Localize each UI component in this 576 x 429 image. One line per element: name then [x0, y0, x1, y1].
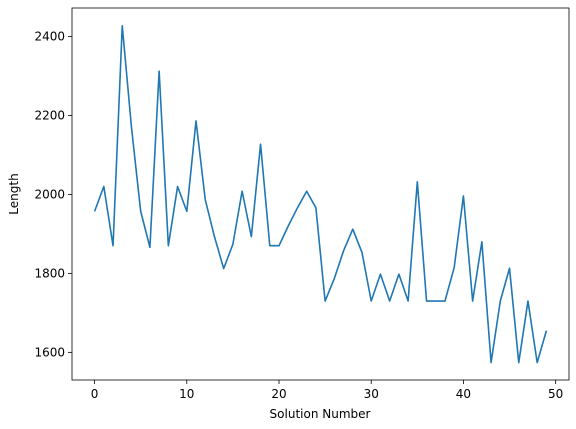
x-tick-label: 50: [548, 387, 563, 401]
x-tick-label: 40: [456, 387, 471, 401]
x-axis-title: Solution Number: [270, 407, 371, 421]
plot-area: [93, 24, 548, 364]
y-tick-label: 2400: [34, 29, 65, 43]
x-tick-label: 20: [271, 387, 286, 401]
y-axis-title: Length: [7, 173, 21, 214]
series-line-0: [93, 24, 548, 364]
plot-frame: [71, 7, 570, 381]
x-tick-label: 30: [364, 387, 379, 401]
y-tick-label: 2000: [34, 187, 65, 201]
y-tick-label: 1800: [34, 266, 65, 280]
x-tick-label: 0: [91, 387, 99, 401]
x-tick-label: 10: [179, 387, 194, 401]
y-tick-label: 2200: [34, 108, 65, 122]
y-axis: 1600 1800 2000 2200 2400: [34, 29, 72, 359]
x-axis: 0 10 20 30 40 50: [91, 380, 563, 401]
y-tick-label: 1600: [34, 345, 65, 359]
